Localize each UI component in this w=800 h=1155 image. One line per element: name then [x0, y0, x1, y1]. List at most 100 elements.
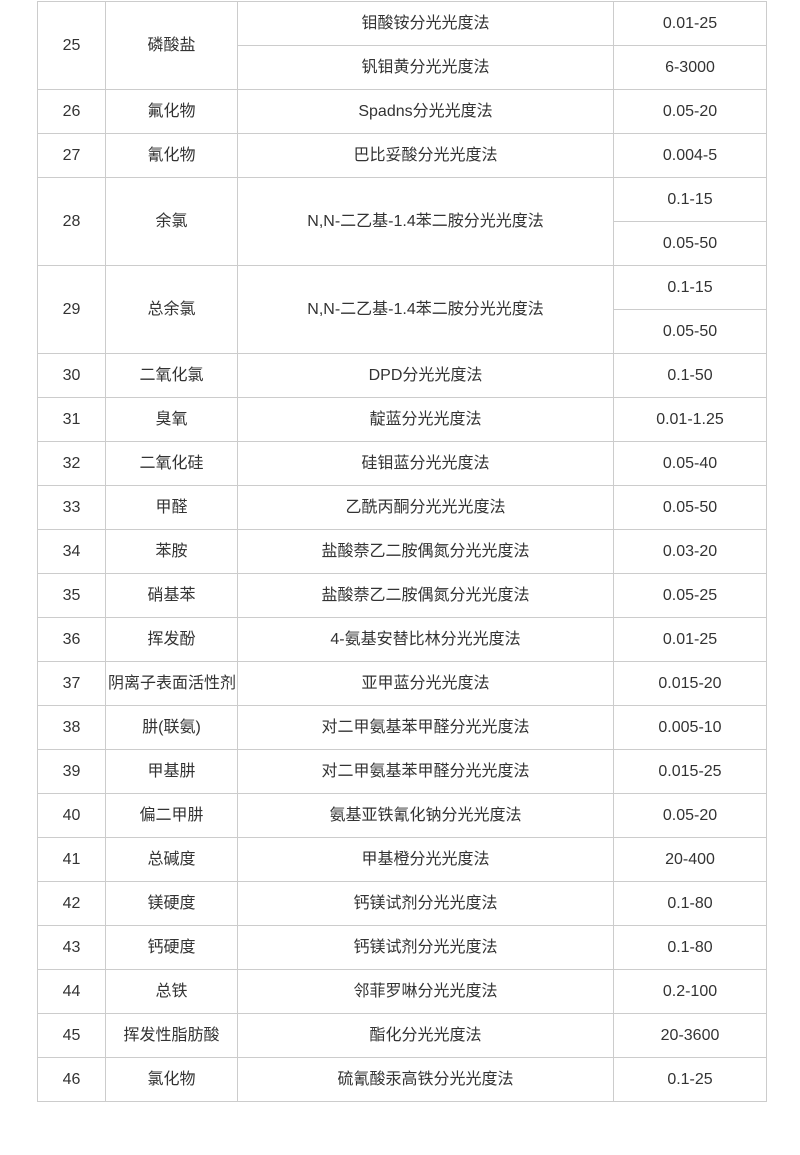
row-number-cell: 33 — [37, 485, 106, 530]
method-cell: 钙镁试剂分光光度法 — [237, 881, 614, 926]
range-cell: 0.1-15 — [613, 265, 767, 310]
row-number-cell: 32 — [37, 441, 106, 486]
table-row: 28 余氯 N,N-二乙基-1.4苯二胺分光光度法 0.1-15 — [37, 177, 767, 266]
row-number-cell: 41 — [37, 837, 106, 882]
table-row: 26 氟化物 Spadns分光光度法 0.05-20 — [37, 89, 767, 134]
parameter-name-cell: 余氯 — [105, 177, 238, 266]
row-number-cell: 35 — [37, 573, 106, 618]
table-row: 37 阴离子表面活性剂 亚甲蓝分光光度法 0.015-20 — [37, 661, 767, 706]
table-row: 39 甲基肼 对二甲氨基苯甲醛分光光度法 0.015-25 — [37, 749, 767, 794]
method-cell: 硅钼蓝分光光度法 — [237, 441, 614, 486]
method-cell: 乙酰丙酮分光光光度法 — [237, 485, 614, 530]
method-cell: 酯化分光光度法 — [237, 1013, 614, 1058]
method-cell: Spadns分光光度法 — [237, 89, 614, 134]
row-number-cell: 46 — [37, 1057, 106, 1102]
parameter-name-cell: 苯胺 — [105, 529, 238, 574]
table-row: 38 肼(联氨) 对二甲氨基苯甲醛分光光度法 0.005-10 — [37, 705, 767, 750]
range-cell: 0.004-5 — [613, 133, 767, 178]
row-number-cell: 38 — [37, 705, 106, 750]
row-number-cell: 31 — [37, 397, 106, 442]
parameter-name-cell: 肼(联氨) — [105, 705, 238, 750]
table-row: 36 挥发酚 4-氨基安替比林分光光度法 0.01-25 — [37, 617, 767, 662]
method-cell: N,N-二乙基-1.4苯二胺分光光度法 — [237, 177, 614, 266]
parameter-name-cell: 钙硬度 — [105, 925, 238, 970]
method-cell: 盐酸萘乙二胺偶氮分光光度法 — [237, 529, 614, 574]
parameter-name-cell: 挥发酚 — [105, 617, 238, 662]
row-number-cell: 42 — [37, 881, 106, 926]
row-number-cell: 44 — [37, 969, 106, 1014]
method-cell: N,N-二乙基-1.4苯二胺分光光度法 — [237, 265, 614, 354]
method-cell: 邻菲罗啉分光光度法 — [237, 969, 614, 1014]
range-cell: 0.01-25 — [613, 617, 767, 662]
parameter-name-cell: 镁硬度 — [105, 881, 238, 926]
table-row: 31 臭氧 靛蓝分光光度法 0.01-1.25 — [37, 397, 767, 442]
row-number-cell: 34 — [37, 529, 106, 574]
parameter-name-cell: 氟化物 — [105, 89, 238, 134]
parameter-name-cell: 总余氯 — [105, 265, 238, 354]
range-cell: 20-400 — [613, 837, 767, 882]
parameter-name-cell: 二氧化硅 — [105, 441, 238, 486]
table-row: 33 甲醛 乙酰丙酮分光光光度法 0.05-50 — [37, 485, 767, 530]
range-cell: 0.1-15 — [613, 177, 767, 222]
range-cell: 0.1-80 — [613, 881, 767, 926]
row-number-cell: 30 — [37, 353, 106, 398]
row-number-cell: 29 — [37, 265, 106, 354]
range-cell: 0.005-10 — [613, 705, 767, 750]
method-cell: 靛蓝分光光度法 — [237, 397, 614, 442]
table-row: 42 镁硬度 钙镁试剂分光光度法 0.1-80 — [37, 881, 767, 926]
range-cell: 0.01-25 — [613, 1, 767, 46]
range-cell: 0.1-80 — [613, 925, 767, 970]
parameter-name-cell: 磷酸盐 — [105, 1, 238, 90]
range-cell: 0.015-20 — [613, 661, 767, 706]
method-cell: 巴比妥酸分光光度法 — [237, 133, 614, 178]
range-cell: 0.01-1.25 — [613, 397, 767, 442]
row-number-cell: 28 — [37, 177, 106, 266]
row-number-cell: 37 — [37, 661, 106, 706]
range-cell: 0.2-100 — [613, 969, 767, 1014]
table-row: 43 钙硬度 钙镁试剂分光光度法 0.1-80 — [37, 925, 767, 970]
table-row: 44 总铁 邻菲罗啉分光光度法 0.2-100 — [37, 969, 767, 1014]
parameter-name-cell: 氰化物 — [105, 133, 238, 178]
table-row: 41 总碱度 甲基橙分光光度法 20-400 — [37, 837, 767, 882]
range-cell: 0.05-25 — [613, 573, 767, 618]
table-row: 0.05-50 — [38, 309, 767, 354]
parameter-name-cell: 总碱度 — [105, 837, 238, 882]
range-cell: 0.05-40 — [613, 441, 767, 486]
row-number-cell: 25 — [37, 1, 106, 90]
method-cell: 盐酸萘乙二胺偶氮分光光度法 — [237, 573, 614, 618]
range-cell: 0.05-50 — [613, 485, 767, 530]
row-number-cell: 36 — [37, 617, 106, 662]
method-cell: 对二甲氨基苯甲醛分光光度法 — [237, 749, 614, 794]
table-row: 25 磷酸盐 钼酸铵分光光度法 0.01-25 — [37, 1, 767, 90]
range-cell: 6-3000 — [613, 45, 767, 90]
parameter-name-cell: 偏二甲肼 — [105, 793, 238, 838]
table-row: 27 氰化物 巴比妥酸分光光度法 0.004-5 — [37, 133, 767, 178]
range-cell: 0.05-20 — [613, 89, 767, 134]
range-cell: 0.015-25 — [613, 749, 767, 794]
row-number-cell: 45 — [37, 1013, 106, 1058]
parameter-name-cell: 二氧化氯 — [105, 353, 238, 398]
row-number-cell: 39 — [37, 749, 106, 794]
row-number-cell: 43 — [37, 925, 106, 970]
table-row: 30 二氧化氯 DPD分光光度法 0.1-50 — [37, 353, 767, 398]
range-cell: 0.05-20 — [613, 793, 767, 838]
parameter-name-cell: 氯化物 — [105, 1057, 238, 1102]
table-row: 29 总余氯 N,N-二乙基-1.4苯二胺分光光度法 0.1-15 — [37, 265, 767, 354]
spectrophotometry-methods-table: 25 磷酸盐 钼酸铵分光光度法 0.01-25 钒钼黄分光光度法 6-3000 26 氟化物 S… — [37, 1, 767, 1102]
method-cell: 4-氨基安替比林分光光度法 — [237, 617, 614, 662]
parameter-name-cell: 臭氧 — [105, 397, 238, 442]
method-cell: 对二甲氨基苯甲醛分光光度法 — [237, 705, 614, 750]
table-row: 34 苯胺 盐酸萘乙二胺偶氮分光光度法 0.03-20 — [37, 529, 767, 574]
table-row: 46 氯化物 硫氰酸汞高铁分光光度法 0.1-25 — [37, 1057, 767, 1102]
methods-table-body: 25 磷酸盐 钼酸铵分光光度法 0.01-25 钒钼黄分光光度法 6-3000 26 氟化物 S… — [37, 1, 767, 1102]
method-cell: 钙镁试剂分光光度法 — [237, 925, 614, 970]
method-cell: 甲基橙分光光度法 — [237, 837, 614, 882]
range-cell: 0.03-20 — [613, 529, 767, 574]
method-cell: 亚甲蓝分光光度法 — [237, 661, 614, 706]
range-cell: 20-3600 — [613, 1013, 767, 1058]
method-cell: 氨基亚铁氰化钠分光光度法 — [237, 793, 614, 838]
parameter-name-cell: 阴离子表面活性剂 — [105, 661, 238, 706]
method-cell: 硫氰酸汞高铁分光光度法 — [237, 1057, 614, 1102]
method-cell: 钼酸铵分光光度法 — [237, 1, 614, 46]
